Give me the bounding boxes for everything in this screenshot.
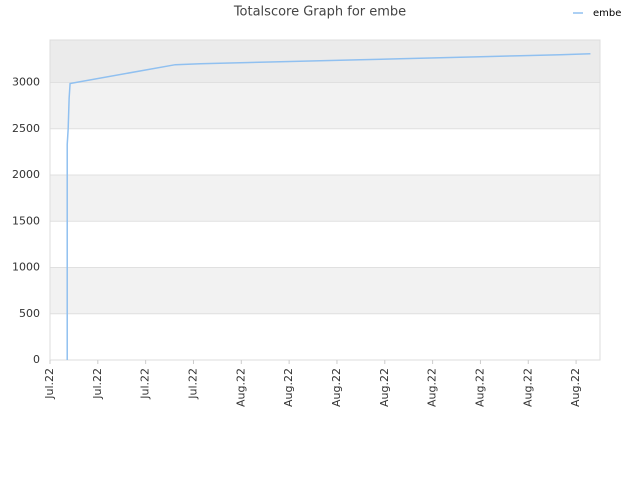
x-tick-label: Aug.22 (473, 368, 486, 407)
y-tick-label: 1000 (12, 261, 40, 274)
x-tick-label: Aug.22 (282, 368, 295, 407)
legend-label: embe (593, 8, 621, 19)
x-tick-label: Aug.22 (234, 368, 247, 407)
band (50, 128, 600, 176)
band (50, 267, 600, 314)
band (50, 82, 600, 129)
y-tick-label: 0 (33, 353, 40, 366)
x-tick-label: Aug.22 (330, 368, 343, 407)
line (66, 53, 591, 360)
band (50, 221, 600, 268)
y-tick-label: 3000 (12, 76, 40, 89)
y-tick-label: 2500 (12, 122, 40, 135)
x-tick-label: Aug.22 (521, 368, 534, 407)
y-tick-label: 500 (19, 307, 40, 320)
y-tick-label: 2000 (12, 168, 40, 181)
x-tick-label: Aug.22 (426, 368, 439, 407)
band (50, 175, 600, 222)
y-tick-label: 1500 (12, 214, 40, 227)
x-tick-label: Jul.22 (186, 368, 199, 400)
chart-title: Totalscore Graph for embe (233, 5, 406, 20)
x-tick-label: Jul.22 (43, 368, 56, 400)
x-tick-label: Jul.22 (139, 368, 152, 400)
x-tick-label: Aug.22 (378, 368, 391, 407)
plot-border (49, 39, 601, 361)
x-tick-label: Aug.22 (569, 368, 582, 407)
x-tick-label: Jul.22 (91, 368, 104, 400)
band (50, 313, 600, 360)
